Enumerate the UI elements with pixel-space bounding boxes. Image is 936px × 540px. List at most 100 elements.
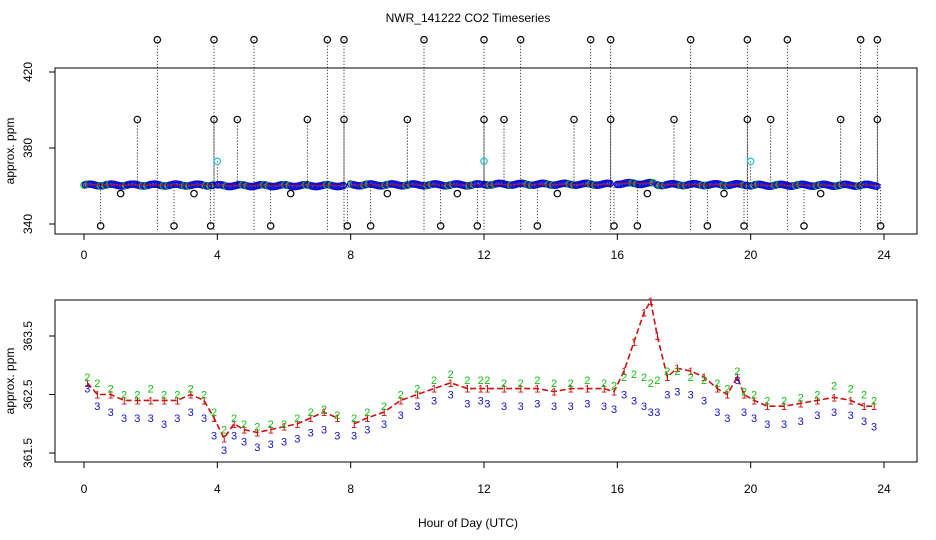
series-2-marker: 2 <box>201 390 207 402</box>
spike-high-point <box>420 35 428 44</box>
series-3-marker: 3 <box>831 407 837 419</box>
spike-mid-point <box>670 115 678 124</box>
series-3-marker: 3 <box>648 407 654 419</box>
spike-low-point <box>96 222 105 230</box>
series-2-marker: 2 <box>568 378 574 390</box>
series-1-marker: 1 <box>321 407 327 419</box>
spike-high-point <box>606 35 615 44</box>
bottom-x-tick-label: 16 <box>611 482 625 496</box>
series-1-marker: 1 <box>568 384 574 396</box>
bottom-y-tick-label: 362.5 <box>21 379 35 409</box>
spike-high-point <box>586 35 595 44</box>
series-2-marker: 2 <box>121 390 127 402</box>
series-2-marker: 2 <box>464 375 470 387</box>
series-2-marker: 2 <box>431 375 437 387</box>
series-3-marker: 3 <box>134 413 140 425</box>
series-2-marker: 2 <box>174 390 180 402</box>
series-3-marker: 3 <box>464 398 470 410</box>
series-3-marker: 3 <box>751 413 757 425</box>
series-2-marker: 2 <box>478 375 484 387</box>
top-plot-frame <box>54 67 918 235</box>
series-2-marker: 2 <box>518 378 524 390</box>
series-3-marker: 3 <box>701 395 707 407</box>
series-3-marker: 3 <box>241 436 247 448</box>
series-1-marker: 1 <box>674 363 680 375</box>
series-2-marker: 2 <box>188 384 194 396</box>
series-2-marker: 2 <box>648 378 654 390</box>
series-1-marker: 1 <box>448 378 454 390</box>
series-3-marker: 3 <box>798 416 804 428</box>
bottom-x-tick-label: 8 <box>347 482 354 496</box>
series-3-marker: 3 <box>108 407 114 419</box>
baseline-point <box>606 179 614 188</box>
series-1-marker: 1 <box>334 413 340 425</box>
top-y-tick-label: 340 <box>21 214 35 234</box>
spike-mid-point <box>480 115 488 124</box>
series-3-marker: 3 <box>398 410 404 422</box>
series-1-marker: 1 <box>621 366 627 378</box>
series-3-marker: 3 <box>848 410 854 422</box>
series-2-marker: 2 <box>741 387 747 399</box>
top-x-tick-label: 8 <box>347 248 354 262</box>
dip-point <box>116 189 125 198</box>
series-2-marker: 2 <box>484 375 490 387</box>
spike-low-point <box>473 222 482 230</box>
series-1-marker: 1 <box>431 384 437 396</box>
cyan-point <box>213 157 222 166</box>
series-2-marker: 2 <box>281 419 287 431</box>
series-2-marker: 2 <box>848 384 854 396</box>
bottom-x-tick-label: 20 <box>744 482 758 496</box>
series-3-marker: 3 <box>281 436 287 448</box>
series-2-marker: 2 <box>414 384 420 396</box>
dip-point <box>553 189 562 198</box>
series-2-marker: 2 <box>641 372 647 384</box>
series-1-marker: 1 <box>414 390 420 402</box>
series-1-marker: 1 <box>148 395 154 407</box>
series-3-marker: 3 <box>351 430 357 442</box>
series-3-marker: 3 <box>814 410 820 422</box>
series-3-marker: 3 <box>871 422 877 434</box>
series-2-marker: 2 <box>108 384 114 396</box>
series-2-marker: 2 <box>308 407 314 419</box>
spike-mid-point <box>303 115 312 124</box>
spike-high-point <box>783 35 792 44</box>
series-1-marker: 1 <box>848 395 854 407</box>
spike-low-point <box>436 222 445 230</box>
series-3-marker: 3 <box>148 413 154 425</box>
series-1-marker: 1 <box>108 390 114 402</box>
series-1-marker: 1 <box>798 398 804 410</box>
top-x-tick-label: 0 <box>81 248 88 262</box>
series-1-marker: 1 <box>871 401 877 413</box>
series-1-marker: 1 <box>281 422 287 434</box>
series-2-marker: 2 <box>551 378 557 390</box>
series-3-marker: 3 <box>484 398 490 410</box>
series-1-marker: 1 <box>814 395 820 407</box>
dip-point <box>643 189 652 198</box>
series-2-marker: 2 <box>764 395 770 407</box>
series-1-marker: 1 <box>231 419 237 431</box>
spike-mid-point <box>743 115 752 124</box>
series-1-marker: 1 <box>174 395 180 407</box>
series-2-marker: 2 <box>734 366 740 378</box>
dip-point <box>453 189 462 198</box>
series-3-marker: 3 <box>741 407 747 419</box>
series-1-marker: 1 <box>464 384 470 396</box>
top-y-axis-label: approx. ppm <box>3 118 17 185</box>
series-3-marker: 3 <box>381 419 387 431</box>
series-1-marker: 1 <box>724 390 730 402</box>
series-3-marker: 3 <box>621 390 627 402</box>
dip-point <box>190 189 198 198</box>
series-3-marker: 3 <box>294 433 300 445</box>
series-1-marker: 1 <box>751 395 757 407</box>
series-3-marker: 3 <box>431 395 437 407</box>
series-3-marker: 3 <box>724 413 730 425</box>
top-x-tick-label: 24 <box>877 248 891 262</box>
series-3-marker: 3 <box>84 384 90 396</box>
top-y-tick-label: 380 <box>21 138 35 158</box>
series-1-marker: 1 <box>501 384 507 396</box>
series-1-marker: 1 <box>351 419 357 431</box>
series-1-marker: 1 <box>398 395 404 407</box>
spike-low-point <box>343 222 352 230</box>
series-3-marker: 3 <box>611 404 617 416</box>
series-1-marker: 1 <box>688 366 694 378</box>
